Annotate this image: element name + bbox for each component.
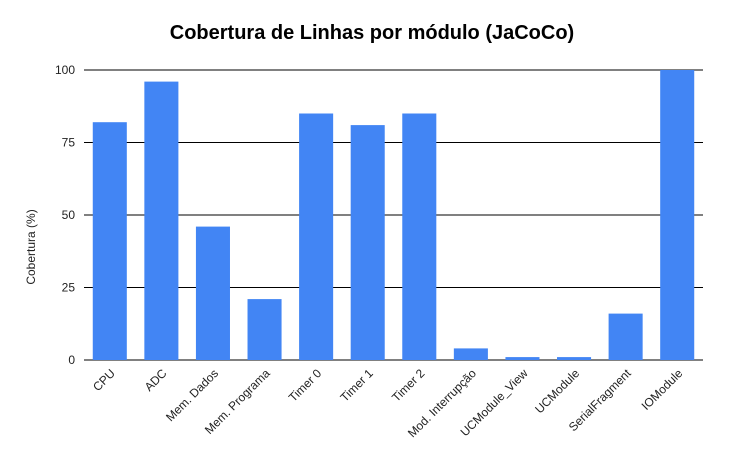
y-tick-label: 75 [62, 136, 76, 150]
x-tick-label: UCModule [532, 366, 582, 416]
bar [453, 348, 488, 360]
bar [144, 81, 179, 360]
x-tick-label: IOModule [639, 366, 686, 413]
bars [92, 70, 695, 360]
bar [299, 113, 334, 360]
x-tick-label: Timer 1 [337, 366, 376, 405]
bar [402, 113, 437, 360]
x-tick-label: CPU [90, 366, 118, 394]
bar [247, 299, 282, 360]
gridlines [84, 69, 703, 361]
chart-title: Cobertura de Linhas por módulo (JaCoCo) [169, 22, 575, 44]
x-tick-label: ADC [142, 366, 170, 394]
y-tick-label: 50 [62, 208, 76, 222]
x-tick-label: Timer 0 [286, 366, 325, 405]
bar [195, 226, 230, 360]
bar [608, 313, 643, 360]
bar [350, 125, 385, 360]
bar [557, 357, 592, 360]
x-tick-label: Timer 2 [389, 366, 428, 405]
y-tick-label: 0 [68, 353, 75, 367]
y-axis-ticks: 0 25 50 75 100 [55, 63, 75, 367]
y-axis-label: Cobertura (%) [24, 209, 38, 284]
y-tick-label: 25 [62, 281, 76, 295]
bar [660, 70, 695, 360]
bar [92, 122, 127, 360]
bar [505, 357, 540, 360]
y-tick-label: 100 [55, 63, 75, 77]
